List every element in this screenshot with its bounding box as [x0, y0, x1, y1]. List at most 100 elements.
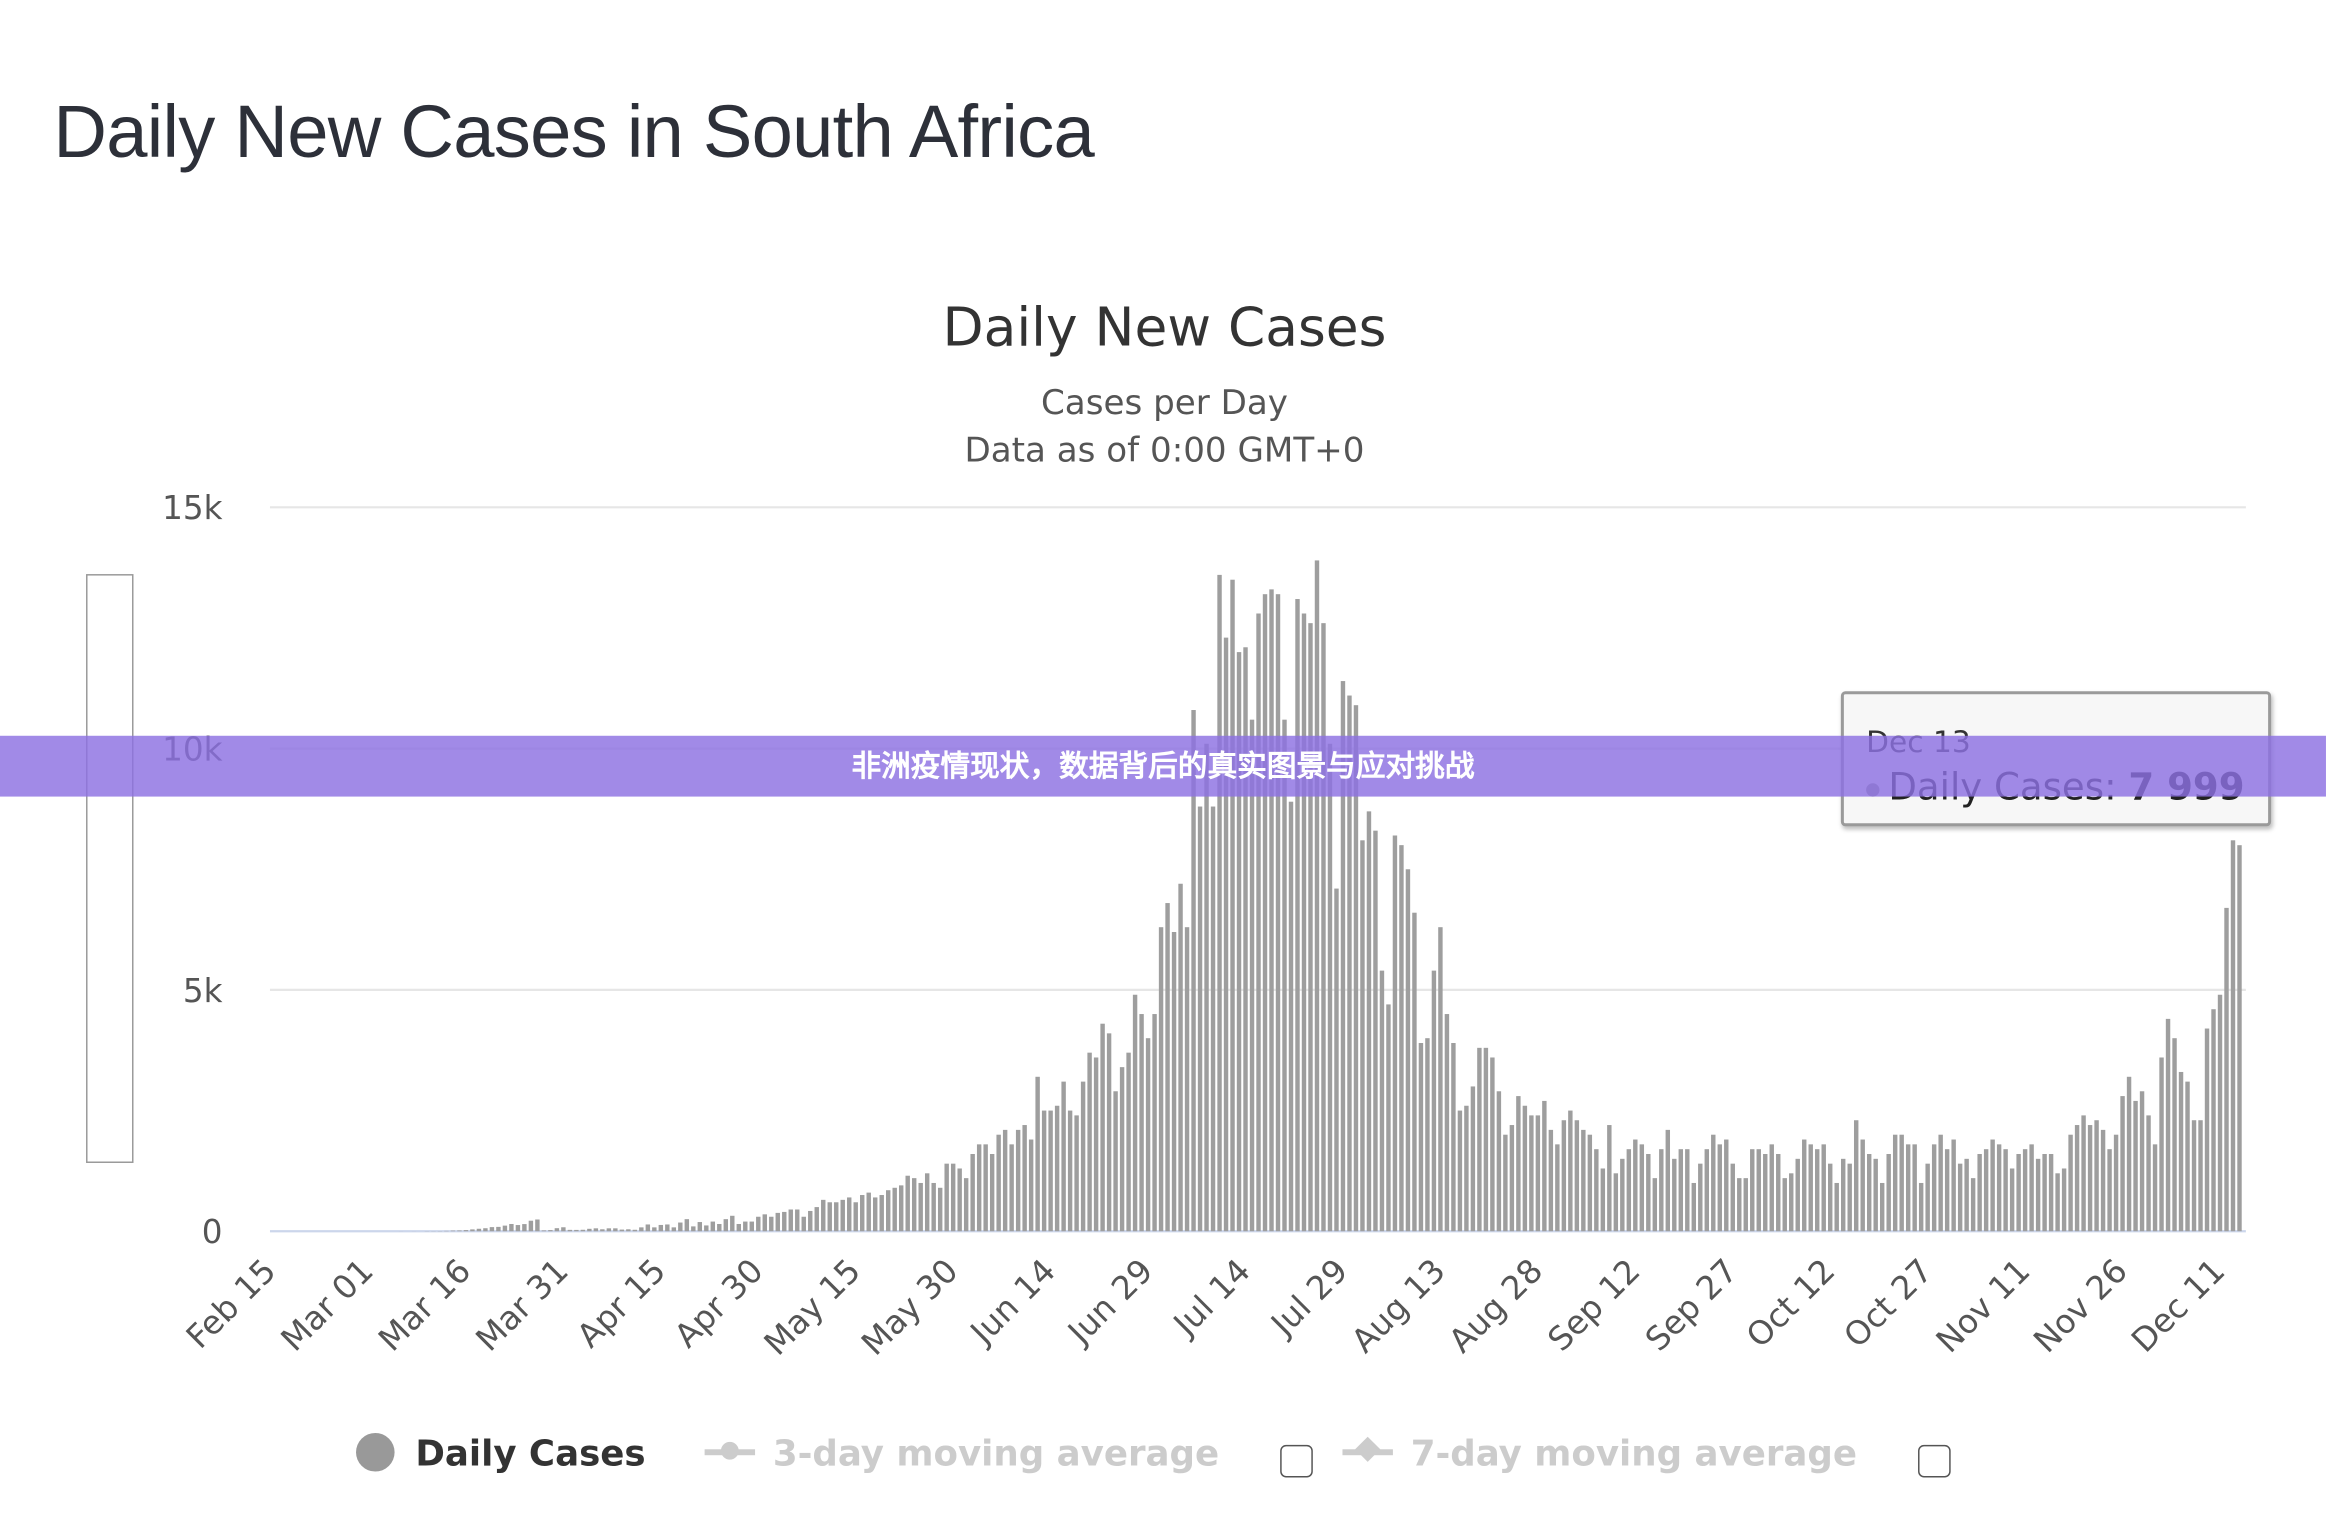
- bar: [2022, 1149, 2028, 1232]
- bar: [2100, 1129, 2106, 1232]
- x-tick-label: Jun 14: [962, 1252, 1063, 1353]
- x-tick-label: Jul 29: [1262, 1252, 1355, 1345]
- legend-item-7day-average[interactable]: 7-day moving average: [1342, 1433, 1857, 1474]
- legend: Daily Cases 3-day moving average 7-day m…: [0, 1427, 2326, 1486]
- bar: [1301, 613, 1307, 1232]
- bar: [2217, 994, 2223, 1232]
- bar: [1951, 1139, 1956, 1232]
- bar: [873, 1197, 878, 1232]
- bar: [795, 1209, 800, 1232]
- bar: [541, 1230, 547, 1232]
- bar: [1009, 1144, 1014, 1232]
- bar: [886, 1190, 891, 1232]
- bar: [2133, 1100, 2138, 1232]
- bar: [1665, 1129, 1671, 1232]
- bar: [489, 1227, 495, 1232]
- bar: [2178, 1071, 2184, 1232]
- bar: [911, 1178, 917, 1232]
- x-tick-label: Sep 12: [1541, 1252, 1648, 1359]
- bar: [1795, 1158, 1800, 1232]
- bar: [1353, 705, 1359, 1232]
- bar: [1652, 1178, 1658, 1232]
- bar: [1113, 1091, 1118, 1232]
- bar: [769, 1216, 774, 1232]
- bar: [1509, 1125, 1515, 1232]
- bar: [2126, 1076, 2132, 1232]
- bar: [1646, 1154, 1651, 1232]
- bar: [554, 1228, 560, 1232]
- bar: [840, 1199, 845, 1232]
- bar: [1334, 888, 1339, 1232]
- bar: [1970, 1178, 1976, 1232]
- bar: [1256, 613, 1261, 1232]
- bar: [606, 1228, 612, 1232]
- bar: [1886, 1154, 1891, 1232]
- bar: [2009, 1168, 2015, 1232]
- bar: [1542, 1100, 1547, 1232]
- x-tick-label: Mar 16: [371, 1252, 478, 1359]
- bar: [898, 1185, 904, 1232]
- legend-item-3day-average[interactable]: 3-day moving average: [704, 1433, 1219, 1474]
- bar: [2237, 845, 2242, 1232]
- bar: [801, 1216, 806, 1232]
- bar: [827, 1202, 832, 1232]
- bar: [2152, 1144, 2158, 1232]
- bar: [697, 1222, 703, 1232]
- bar: [1639, 1144, 1645, 1232]
- bar: [632, 1229, 638, 1232]
- bar: [535, 1219, 540, 1232]
- bar: [1067, 1110, 1073, 1232]
- bar: [1464, 1105, 1469, 1232]
- bar: [1957, 1163, 1963, 1232]
- bar: [847, 1197, 852, 1232]
- bar: [1678, 1149, 1684, 1232]
- bar: [1730, 1163, 1735, 1232]
- bar: [892, 1187, 897, 1232]
- bar: [1944, 1149, 1950, 1232]
- navigator-scrollbar[interactable]: [86, 574, 134, 1163]
- bar: [1015, 1129, 1021, 1232]
- bar: [1321, 623, 1326, 1232]
- bar: [502, 1225, 508, 1232]
- bar: [1230, 579, 1235, 1232]
- bar: [808, 1210, 813, 1232]
- bar: [1282, 719, 1287, 1232]
- bar: [1983, 1149, 1989, 1232]
- bar: [860, 1195, 865, 1232]
- bar: [1243, 647, 1248, 1232]
- bar: [470, 1229, 475, 1232]
- chart-title: Daily New Cases: [942, 296, 1386, 359]
- bar: [1626, 1149, 1632, 1232]
- x-tick-label: Nov 11: [1929, 1252, 2038, 1361]
- bar: [1392, 835, 1398, 1232]
- bar: [1685, 1149, 1690, 1232]
- x-tick-label: Sep 27: [1638, 1252, 1745, 1359]
- bar: [1041, 1110, 1047, 1232]
- bar: [749, 1221, 754, 1232]
- bar: [1568, 1110, 1573, 1232]
- bar: [1776, 1154, 1781, 1232]
- bar: [1899, 1134, 1904, 1232]
- bar: [1587, 1134, 1593, 1232]
- 7day-average-checkbox[interactable]: [1918, 1444, 1951, 1478]
- bar: [1295, 599, 1300, 1232]
- y-tick-label: 5k: [183, 972, 223, 1010]
- bar: [1035, 1076, 1040, 1232]
- bar: [2068, 1134, 2073, 1232]
- x-tick-label: Apr 30: [667, 1252, 770, 1355]
- bar: [1347, 695, 1352, 1232]
- bar: [1223, 637, 1229, 1232]
- bar: [717, 1223, 722, 1232]
- bar: [509, 1223, 514, 1232]
- bar: [1061, 1081, 1066, 1232]
- bar: [2029, 1144, 2034, 1232]
- bar: [1815, 1149, 1820, 1232]
- bar: [1600, 1168, 1606, 1232]
- bar: [1931, 1144, 1937, 1232]
- legend-item-daily-cases[interactable]: Daily Cases: [356, 1432, 646, 1474]
- bar: [1802, 1139, 1807, 1232]
- bar: [1444, 1014, 1450, 1232]
- 3day-average-checkbox[interactable]: [1280, 1444, 1313, 1478]
- bar: [567, 1229, 573, 1232]
